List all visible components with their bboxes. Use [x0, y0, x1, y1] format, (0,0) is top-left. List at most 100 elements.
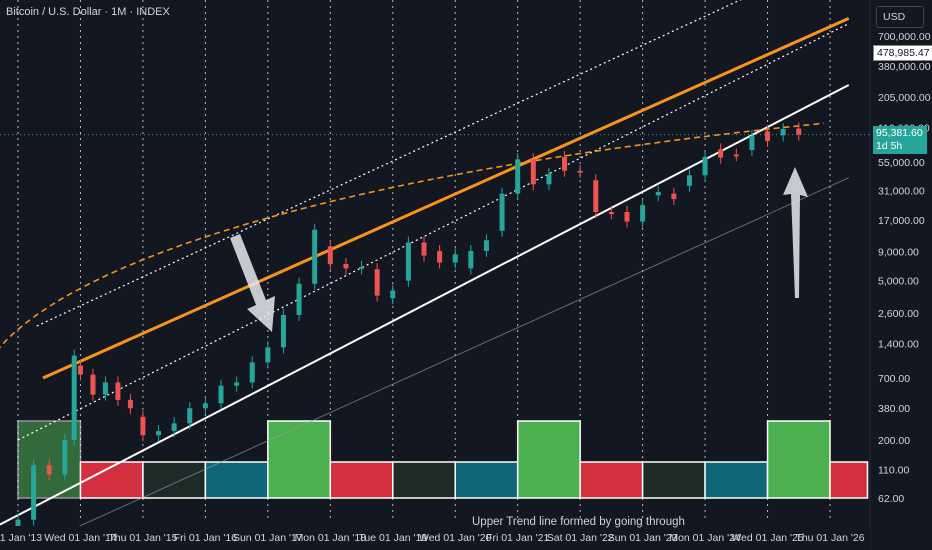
candle-body	[530, 159, 536, 185]
price-axis-panel	[870, 0, 932, 550]
y-tick-label: 1,400.00	[878, 339, 919, 351]
candle-body	[218, 385, 224, 404]
candle-body	[686, 175, 692, 186]
cycle-box	[142, 461, 207, 499]
candle-body	[343, 263, 349, 269]
y-tick-label: 110.00	[878, 465, 909, 477]
time-axis-panel	[0, 526, 870, 550]
candle-body	[640, 205, 646, 222]
cycle-box	[579, 461, 644, 499]
x-tick-label: Sun 01 Jan '17	[233, 532, 303, 544]
candle-body	[780, 128, 786, 136]
x-tick-label: Wed 01 Jan '14	[44, 532, 117, 544]
down-arrow-annotation	[230, 234, 275, 332]
y-tick-label: 700,000.00	[878, 31, 931, 43]
candle-body	[796, 128, 802, 135]
y-tick-label: 700.00	[878, 373, 910, 385]
candle-body	[77, 365, 83, 375]
candle-body	[608, 212, 614, 215]
cycle-box	[454, 461, 519, 499]
candle-body	[499, 193, 505, 231]
cycle-box	[204, 461, 269, 499]
candle-body	[102, 382, 108, 395]
candle-body	[405, 242, 411, 281]
y-tick-label: 380.00	[878, 403, 910, 415]
cycle-box	[766, 420, 831, 499]
x-tick-label: Fri 01 Jan '21	[486, 532, 549, 544]
candle-body	[296, 283, 302, 315]
candle-body	[156, 430, 162, 436]
cycle-box	[704, 461, 769, 499]
chart-title: Bitcoin / U.S. Dollar · 1M · INDEX	[6, 6, 170, 18]
candle-body	[140, 416, 146, 436]
candle-body	[577, 170, 583, 173]
y-tick-label: 2,600.00	[878, 308, 919, 320]
y-tick-label: 55,000.00	[878, 157, 925, 169]
trend-line	[36, 0, 742, 327]
candle-body	[171, 423, 177, 431]
candle-body	[655, 191, 661, 196]
candle-body	[359, 266, 365, 269]
candle-body	[265, 347, 271, 363]
y-tick-label: 17,000.00	[878, 215, 925, 227]
candle-body	[90, 374, 96, 395]
candle-body	[765, 131, 771, 141]
y-tick-label: 200.00	[878, 435, 910, 447]
y-tick-label: 380,000.00	[878, 61, 931, 73]
candle-body	[280, 314, 286, 348]
y-tick-label: 205,000.00	[878, 92, 931, 104]
y-tick-label: 62.00	[878, 493, 904, 505]
x-tick-label: Mon 01 Jan '18	[295, 532, 367, 544]
candle-body	[46, 465, 52, 475]
candle-body	[187, 408, 193, 424]
cycle-box	[329, 461, 394, 499]
cycle-box	[267, 420, 332, 499]
candle-body	[31, 465, 37, 520]
candle-body	[234, 382, 240, 386]
candle-body	[593, 180, 599, 213]
cycle-box	[516, 420, 581, 499]
y-tick-label: 5,000.00	[878, 276, 919, 288]
current-price-tag: 95,381.60 1d 5h	[873, 126, 927, 154]
candle-body	[562, 156, 568, 171]
candle-body	[483, 240, 489, 252]
candle-body	[624, 212, 630, 222]
x-tick-label: Wed 01 Jan '20	[419, 532, 492, 544]
candle-body	[718, 149, 724, 158]
candle-body	[546, 174, 552, 185]
x-tick-label: Thu 01 Jan '15	[108, 532, 177, 544]
candle-body	[437, 251, 443, 263]
candle-body	[127, 399, 133, 409]
candle-body	[515, 159, 521, 194]
up-arrow-annotation	[783, 167, 808, 298]
candle-body	[468, 251, 474, 269]
candle-body	[390, 290, 396, 299]
candle-body	[421, 242, 427, 256]
candle-body	[452, 254, 458, 263]
currency-selector[interactable]: USD	[876, 6, 924, 28]
x-tick-label: Thu 01 Jan '26	[795, 532, 864, 544]
trend-line	[0, 84, 850, 526]
growth-curve	[0, 122, 824, 349]
candle-body	[749, 135, 755, 150]
cycle-box	[641, 461, 706, 499]
candle-body	[71, 355, 77, 441]
x-tick-label: 01 Jan '13	[0, 532, 42, 544]
cycle-box	[829, 461, 869, 499]
candle-body	[115, 382, 121, 400]
y-tick-label: 9,000.00	[878, 247, 919, 259]
candle-body	[202, 403, 208, 409]
current-price-value: 95,381.60	[876, 127, 923, 139]
x-tick-label: Sun 01 Jan '23	[608, 532, 678, 544]
cycle-box	[392, 461, 456, 499]
candle-body	[702, 156, 708, 176]
lower-channel-line	[25, 177, 849, 550]
annotation-text: Upper Trend line formed by going through	[472, 516, 685, 528]
candle-body	[249, 362, 255, 383]
x-tick-label: Wed 01 Jan '25	[731, 532, 804, 544]
projection-price-tag: 478,985.47	[873, 45, 932, 61]
candle-body	[312, 229, 318, 284]
candle-body	[327, 246, 333, 264]
